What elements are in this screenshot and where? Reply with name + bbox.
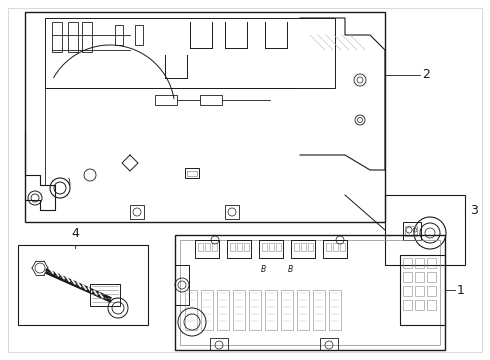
Bar <box>45 18 335 88</box>
Bar <box>185 168 199 178</box>
Bar <box>427 272 436 282</box>
Bar <box>265 290 277 330</box>
Bar <box>403 222 421 240</box>
Bar <box>185 290 197 330</box>
Bar <box>210 338 228 350</box>
Bar <box>329 290 341 330</box>
Bar <box>187 171 197 176</box>
Bar <box>217 290 229 330</box>
Bar <box>200 95 222 105</box>
Bar <box>52 22 62 52</box>
Bar <box>90 284 120 306</box>
Bar <box>326 243 331 251</box>
Bar <box>405 226 417 236</box>
Bar <box>18 245 148 325</box>
Text: 1: 1 <box>457 284 465 297</box>
Bar <box>400 255 445 325</box>
Bar <box>115 25 123 45</box>
Text: 2: 2 <box>422 68 430 81</box>
Bar <box>415 258 424 268</box>
Text: 4: 4 <box>71 227 79 240</box>
Bar <box>323 240 347 258</box>
Text: B: B <box>260 266 266 274</box>
Bar <box>233 290 245 330</box>
Bar <box>403 258 412 268</box>
Bar <box>403 272 412 282</box>
Bar <box>212 243 217 251</box>
Bar <box>427 286 436 296</box>
Bar <box>259 240 283 258</box>
Text: 3: 3 <box>470 203 478 216</box>
Bar <box>175 235 445 350</box>
Bar <box>135 25 143 45</box>
Bar <box>403 286 412 296</box>
Bar <box>237 243 242 251</box>
Bar <box>340 243 345 251</box>
Bar <box>415 272 424 282</box>
Bar <box>415 286 424 296</box>
Bar <box>403 300 412 310</box>
Bar <box>415 300 424 310</box>
Bar <box>294 243 299 251</box>
Bar <box>291 240 315 258</box>
Bar <box>155 95 177 105</box>
Bar <box>249 290 261 330</box>
Bar <box>68 22 78 52</box>
Bar <box>180 240 440 345</box>
Bar <box>427 300 436 310</box>
Bar <box>308 243 313 251</box>
Bar <box>201 290 213 330</box>
Bar <box>333 243 338 251</box>
Bar <box>320 338 338 350</box>
Bar <box>269 243 274 251</box>
Bar <box>225 205 239 219</box>
Bar <box>82 22 92 52</box>
Bar <box>130 205 144 219</box>
Bar <box>244 243 249 251</box>
Bar <box>262 243 267 251</box>
Bar <box>313 290 325 330</box>
Bar <box>427 258 436 268</box>
Bar <box>297 290 309 330</box>
Bar <box>175 265 189 305</box>
Bar <box>25 12 385 222</box>
Bar <box>195 240 219 258</box>
Bar <box>281 290 293 330</box>
Bar <box>276 243 281 251</box>
Bar <box>301 243 306 251</box>
Bar <box>227 240 251 258</box>
Text: B: B <box>287 266 293 274</box>
Bar <box>230 243 235 251</box>
Bar <box>385 195 465 265</box>
Bar <box>205 243 210 251</box>
Bar <box>198 243 203 251</box>
